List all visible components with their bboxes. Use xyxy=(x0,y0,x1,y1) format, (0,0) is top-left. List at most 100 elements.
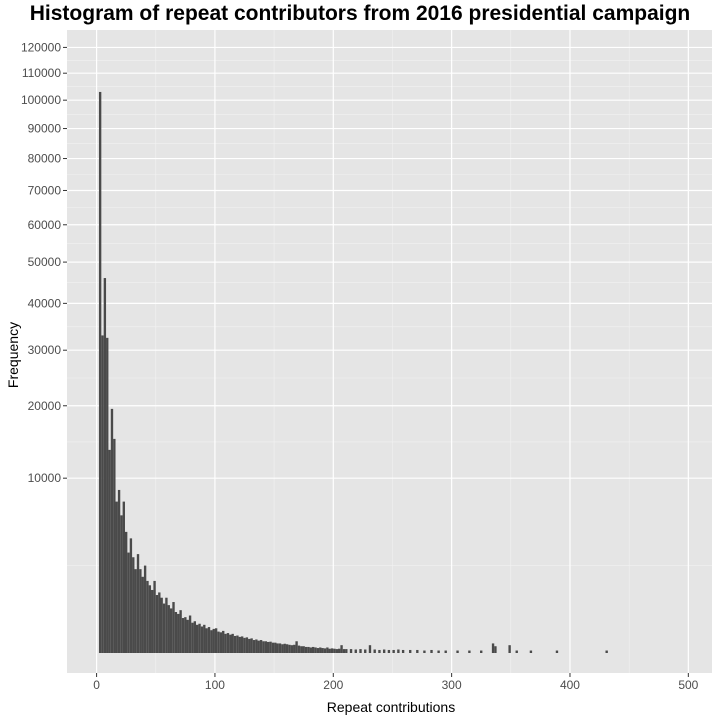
histogram-bar xyxy=(240,636,244,653)
histogram-bar xyxy=(378,649,381,653)
histogram-bar xyxy=(335,649,339,653)
histogram-bar xyxy=(392,649,395,653)
histogram-bar xyxy=(349,649,353,653)
x-tick-label: 200 xyxy=(323,678,343,692)
y-tick-label: 80000 xyxy=(28,152,62,166)
histogram-bar xyxy=(345,649,348,653)
histogram-bar xyxy=(207,627,211,653)
histogram-bar xyxy=(342,649,346,653)
histogram-bar xyxy=(139,569,142,653)
x-tick-label: 0 xyxy=(93,678,100,692)
histogram-bar xyxy=(316,648,320,653)
histogram-bar xyxy=(508,645,511,653)
histogram-bar xyxy=(267,641,270,653)
histogram-bar xyxy=(172,602,175,653)
y-tick-label: 90000 xyxy=(28,122,62,136)
histogram-bar xyxy=(444,650,447,653)
histogram-bar xyxy=(238,636,241,653)
histogram-bar xyxy=(158,592,161,653)
histogram-bar xyxy=(153,580,156,653)
histogram-bar xyxy=(155,595,159,653)
histogram-bar xyxy=(401,649,405,653)
histogram-bar xyxy=(323,648,327,653)
histogram-bar xyxy=(468,650,471,653)
histogram-bar xyxy=(311,646,315,653)
histogram-bar xyxy=(226,633,230,653)
histogram-bar xyxy=(264,641,268,653)
histogram-bar xyxy=(134,569,137,653)
x-axis: 0 100 200 300 400 500 xyxy=(93,673,699,692)
histogram-bar xyxy=(222,630,225,653)
histogram-bar xyxy=(132,557,135,653)
y-tick-label: 60000 xyxy=(28,218,62,232)
histogram-bar xyxy=(319,647,322,653)
y-tick-label: 50000 xyxy=(28,255,62,269)
histogram-bar xyxy=(302,646,305,653)
histogram-bar xyxy=(101,335,104,653)
histogram-bar xyxy=(397,649,400,653)
histogram-bar xyxy=(368,645,372,653)
histogram-bar xyxy=(257,640,260,653)
histogram-bar xyxy=(359,649,362,653)
histogram-bar xyxy=(285,644,289,653)
histogram-bar xyxy=(314,647,317,653)
histogram-bar xyxy=(297,645,301,653)
x-axis-label: Repeat contributions xyxy=(326,699,456,715)
histogram-bar xyxy=(330,648,334,653)
histogram-bar xyxy=(193,621,196,653)
histogram-bar xyxy=(108,449,111,653)
histogram-bar xyxy=(423,650,426,653)
histogram-bar xyxy=(605,650,608,653)
histogram-bar xyxy=(174,612,178,653)
histogram-bar xyxy=(179,610,182,653)
histogram-bar xyxy=(382,649,386,653)
histogram-bar xyxy=(127,552,130,653)
histogram-bar xyxy=(198,623,201,653)
histogram-bar xyxy=(304,646,308,653)
histogram-bar xyxy=(252,640,256,653)
histogram-bar xyxy=(278,643,282,653)
histogram-bar xyxy=(309,647,312,653)
y-tick-label: 30000 xyxy=(28,343,62,357)
histogram-bar xyxy=(437,650,440,653)
histogram-bar xyxy=(203,624,206,653)
histogram-bar xyxy=(200,626,204,653)
histogram-bar xyxy=(290,645,294,653)
chart-title: Histogram of repeat contributors from 20… xyxy=(29,2,691,25)
y-tick-label: 40000 xyxy=(28,296,62,310)
histogram-bar xyxy=(210,630,213,653)
histogram-bar xyxy=(555,650,559,653)
histogram-bar xyxy=(321,648,324,653)
histogram-bar xyxy=(181,618,185,653)
histogram-bar xyxy=(480,650,483,653)
histogram-bar xyxy=(328,648,331,653)
histogram-bar xyxy=(288,644,291,653)
histogram-bar xyxy=(491,643,495,653)
histogram-bar xyxy=(219,632,223,653)
x-tick-label: 500 xyxy=(678,678,698,692)
histogram-bar xyxy=(515,650,518,653)
histogram-bar xyxy=(98,91,102,654)
y-tick-label: 70000 xyxy=(28,183,62,197)
histogram-bar xyxy=(167,605,170,653)
histogram-bar xyxy=(124,531,128,653)
histogram-bar xyxy=(333,648,336,653)
histogram-bar xyxy=(243,637,246,653)
histogram-bar xyxy=(141,576,144,653)
histogram-bar xyxy=(373,649,376,653)
histogram-bar xyxy=(165,597,168,653)
histogram-bar xyxy=(259,640,263,653)
histogram-bar xyxy=(229,634,232,653)
grid-minor-lines xyxy=(67,30,712,673)
histogram-bar xyxy=(188,615,192,653)
grid-major-lines xyxy=(67,30,712,673)
histogram-bar xyxy=(224,633,227,653)
histogram-bar xyxy=(269,641,272,653)
histogram-bar xyxy=(196,624,199,653)
histogram-bar xyxy=(387,649,391,653)
y-axis-label: Frequency xyxy=(5,321,21,389)
histogram-bar xyxy=(205,628,208,653)
histogram-bar xyxy=(430,649,433,653)
y-tick-label: 20000 xyxy=(28,399,62,413)
